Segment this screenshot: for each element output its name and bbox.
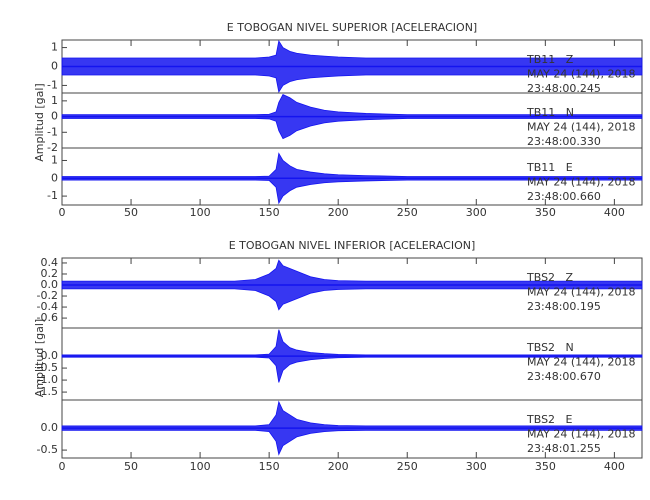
trace-date: MAY 24 (144), 2018 — [527, 68, 635, 81]
trace-station: TB11 E — [526, 161, 573, 174]
trace-date: MAY 24 (144), 2018 — [527, 286, 635, 299]
x-tick-label: 350 — [535, 460, 556, 473]
trace-station: TBS2 Z — [526, 271, 574, 284]
y-tick-label: -0.2 — [37, 289, 58, 302]
trace-time: 23:48:00.670 — [527, 370, 601, 383]
x-tick-label: 150 — [259, 206, 280, 219]
x-tick-label: 200 — [328, 206, 349, 219]
y-tick-label: 0 — [51, 60, 58, 73]
trace-date: MAY 24 (144), 2018 — [527, 176, 635, 189]
x-tick-label: 300 — [466, 460, 487, 473]
plot-frame — [61, 39, 643, 206]
x-tick-label: 400 — [604, 206, 625, 219]
trace-time: 23:48:01.255 — [527, 442, 601, 455]
x-tick-label: 0 — [59, 206, 66, 219]
trace-time: 23:48:00.195 — [527, 300, 601, 313]
y-tick-label: -0.6 — [37, 311, 58, 324]
chart-title: E TOBOGAN NIVEL SUPERIOR [ACELERACION] — [227, 21, 477, 34]
trace-station: TBS2 E — [526, 413, 573, 426]
trace-time: 23:48:00.660 — [527, 190, 601, 203]
trace-date: MAY 24 (144), 2018 — [527, 356, 635, 369]
trace-date: MAY 24 (144), 2018 — [527, 428, 635, 441]
trace-station: TBS2 N — [526, 341, 574, 354]
y-tick-label: 0 — [51, 171, 58, 184]
y-tick-label: -0.5 — [37, 443, 58, 456]
y-tick-label: 0.0 — [41, 421, 59, 434]
plot-frame — [61, 257, 643, 459]
x-tick-label: 50 — [124, 460, 138, 473]
y-tick-label: 0 — [51, 110, 58, 123]
x-tick-label: 350 — [535, 206, 556, 219]
y-tick-label: 0.4 — [41, 256, 59, 269]
x-tick-label: 150 — [259, 460, 280, 473]
trace-station: TB11 Z — [526, 53, 574, 66]
chart-title: E TOBOGAN NIVEL INFERIOR [ACELERACION] — [229, 239, 476, 252]
y-tick-label: -0.4 — [37, 300, 58, 313]
trace-time: 23:48:00.245 — [527, 82, 601, 95]
x-tick-label: 300 — [466, 206, 487, 219]
x-tick-label: 200 — [328, 460, 349, 473]
y-tick-label: -1.0 — [37, 373, 58, 386]
y-tick-label: -2 — [47, 141, 58, 154]
y-tick-label: -1.5 — [37, 385, 58, 398]
y-tick-label: 1 — [51, 153, 58, 166]
y-axis-label: Amplitud [gal] — [33, 83, 46, 161]
x-tick-label: 100 — [190, 206, 211, 219]
x-tick-label: 250 — [397, 460, 418, 473]
y-tick-label: -1 — [47, 78, 58, 91]
x-tick-label: 400 — [604, 460, 625, 473]
y-tick-label: -1 — [47, 125, 58, 138]
trace-time: 23:48:00.330 — [527, 135, 601, 148]
y-tick-label: -0.5 — [37, 361, 58, 374]
trace-station: TB11 N — [526, 106, 574, 119]
y-tick-label: 1 — [51, 41, 58, 54]
y-tick-label: 1 — [51, 94, 58, 107]
x-tick-label: 100 — [190, 460, 211, 473]
y-tick-label: 0.2 — [41, 267, 59, 280]
x-tick-label: 0 — [59, 460, 66, 473]
x-tick-label: 250 — [397, 206, 418, 219]
x-tick-label: 50 — [124, 206, 138, 219]
trace-date: MAY 24 (144), 2018 — [527, 121, 635, 134]
y-tick-label: 0.0 — [41, 278, 59, 291]
y-axis-label: Amplitud [gal] — [33, 319, 46, 397]
y-tick-label: 0.0 — [41, 349, 59, 362]
y-tick-label: -1 — [47, 189, 58, 202]
